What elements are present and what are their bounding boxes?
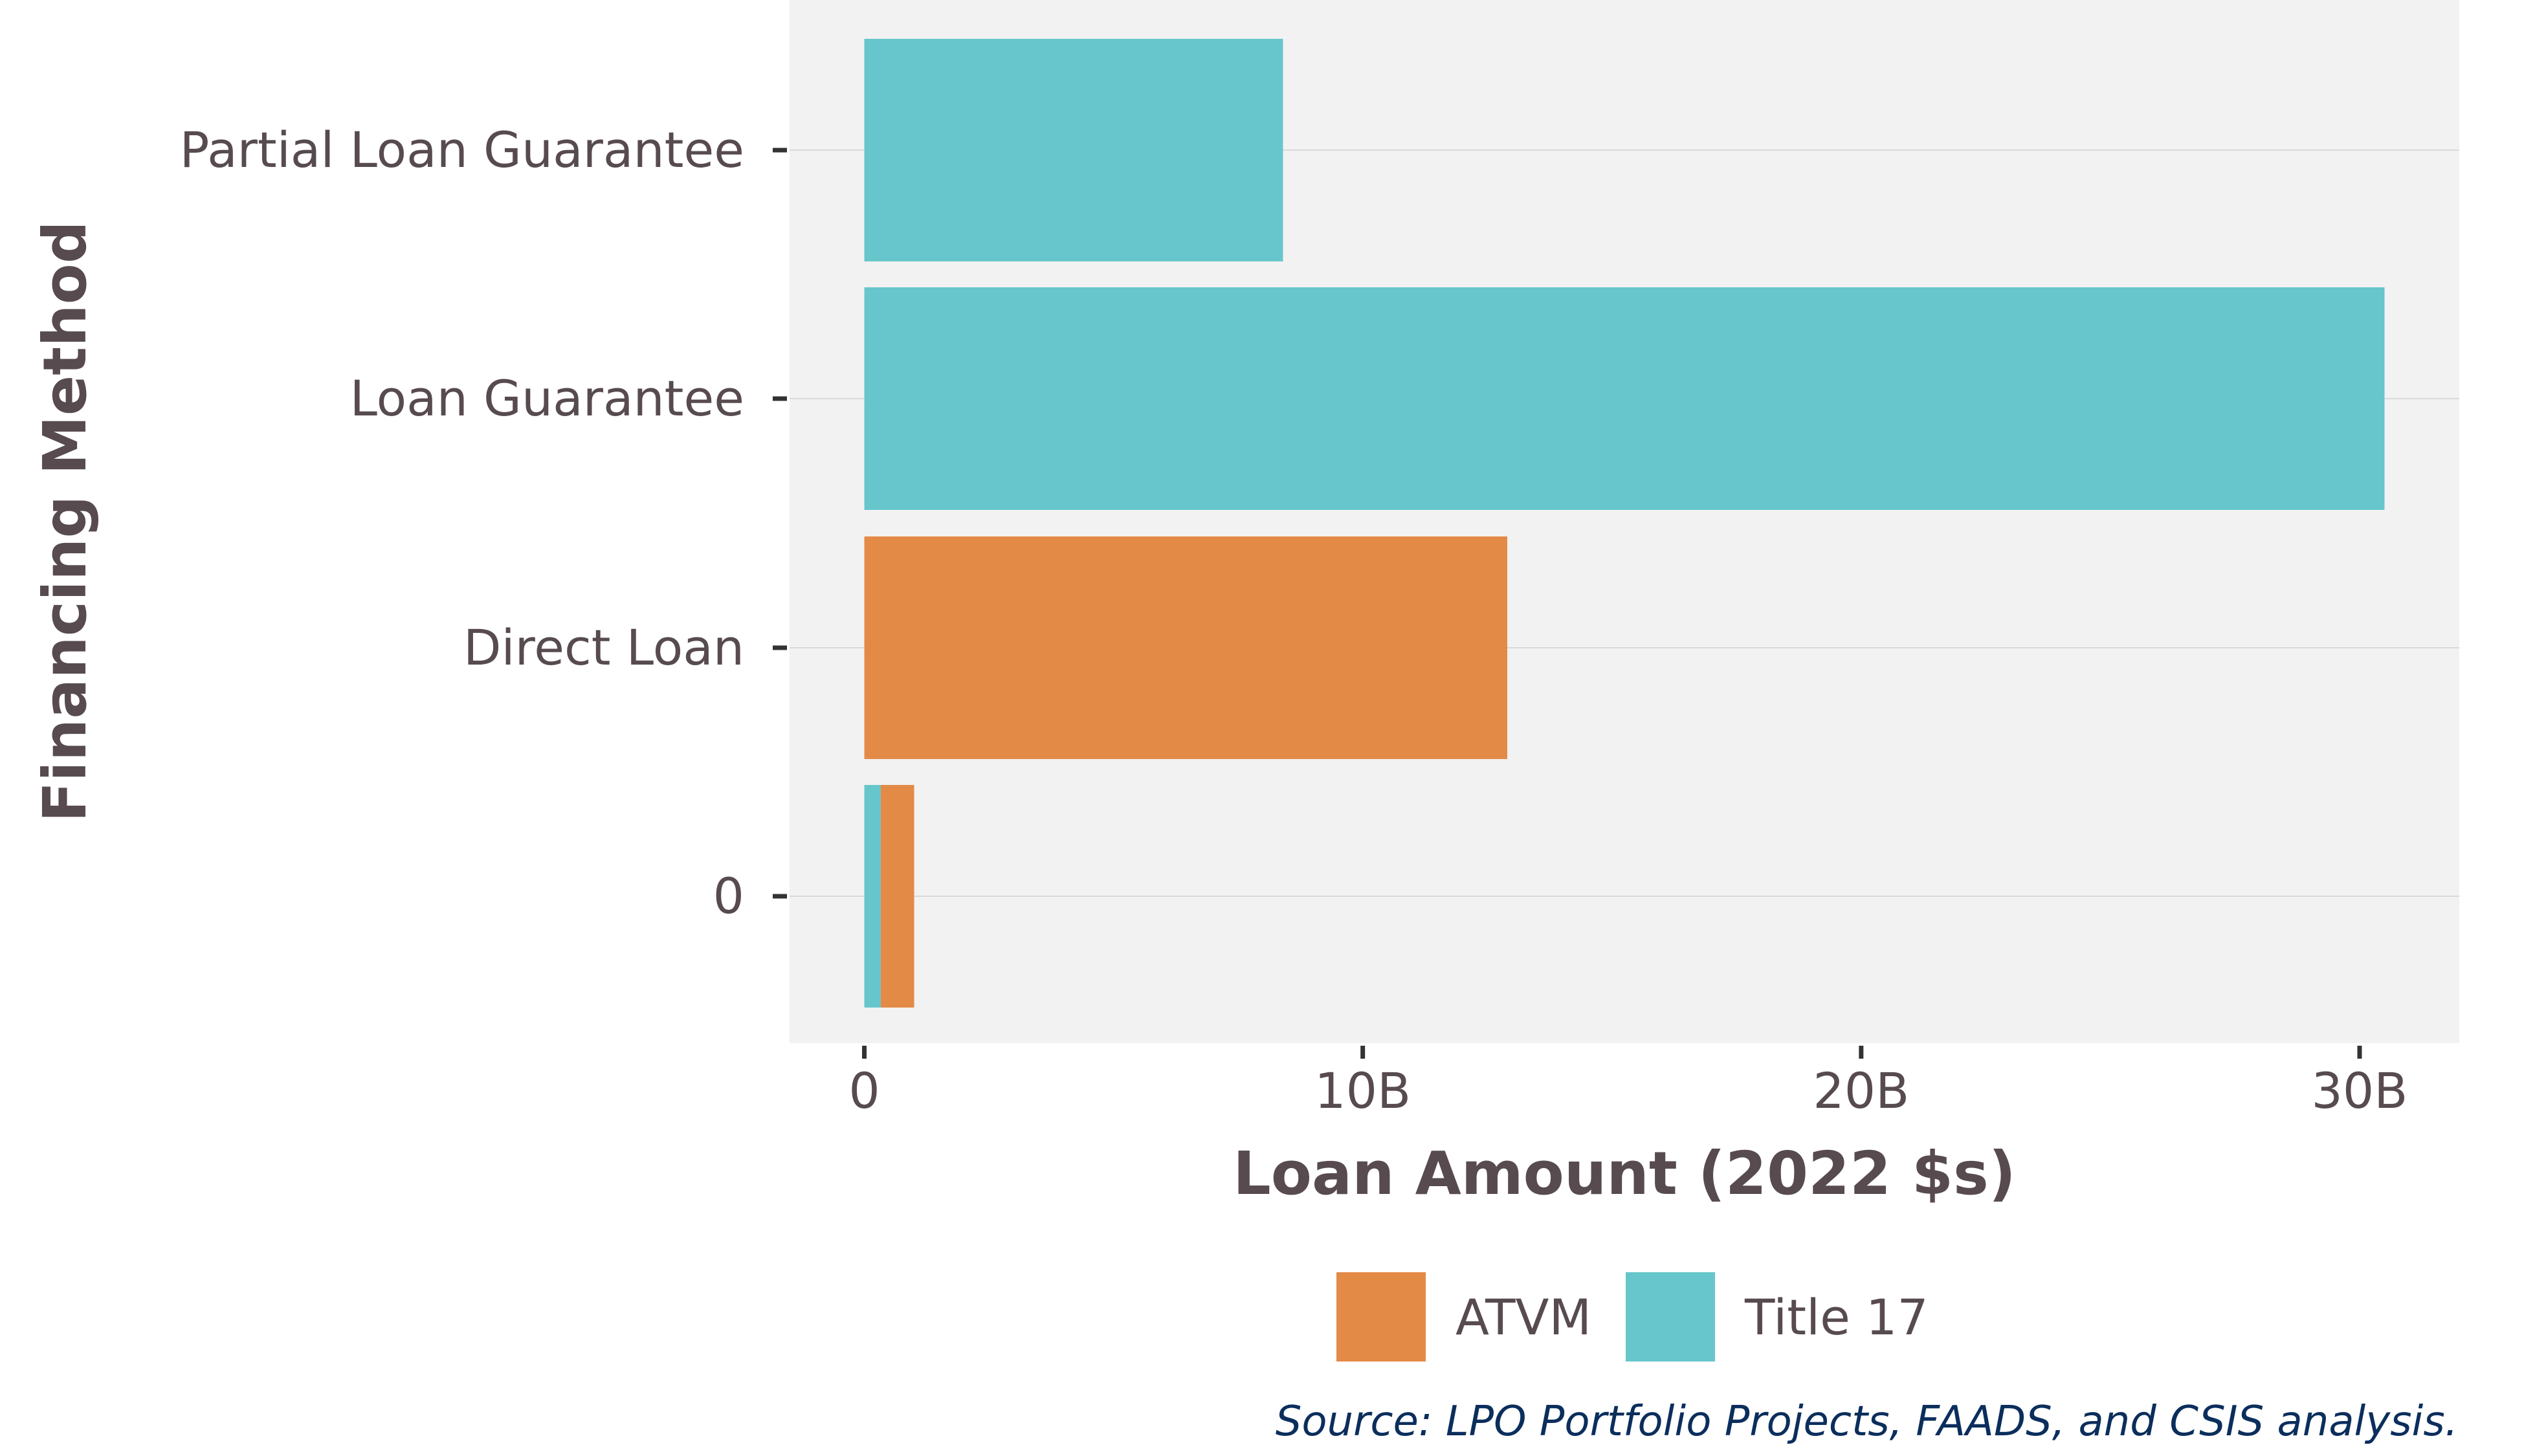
legend-swatch-title-17 bbox=[1626, 1272, 1715, 1362]
legend: ATVM Title 17 bbox=[1336, 1272, 1929, 1362]
bar-atvm-3 bbox=[880, 785, 914, 1008]
bars bbox=[864, 39, 2385, 1008]
legend-label-atvm: ATVM bbox=[1456, 1288, 1591, 1346]
x-tick-label-3: 30B bbox=[2312, 1062, 2408, 1120]
y-axis-title: Financing Method bbox=[30, 221, 100, 822]
y-tick-label-1: Loan Guarantee bbox=[350, 370, 744, 427]
y-axis: Partial Loan Guarantee Loan Guarantee Dire… bbox=[180, 121, 787, 925]
bar-atvm-2 bbox=[864, 536, 1508, 759]
x-tick-label-0: 0 bbox=[848, 1062, 880, 1120]
bar-title-17-3 bbox=[864, 785, 881, 1008]
source-note: Source: LPO Portfolio Projects, FAADS, a… bbox=[1276, 1398, 2458, 1446]
y-tick-label-0: Partial Loan Guarantee bbox=[180, 121, 744, 179]
x-axis: 0 10B 20B 30B bbox=[848, 1046, 2408, 1120]
x-tick-label-2: 20B bbox=[1813, 1062, 1909, 1120]
bar-title-17-0 bbox=[864, 39, 1283, 261]
x-tick-label-1: 10B bbox=[1314, 1062, 1411, 1120]
bar-title-17-1 bbox=[864, 287, 2385, 510]
y-tick-label-2: Direct Loan bbox=[463, 619, 744, 676]
y-tick-label-3: 0 bbox=[713, 867, 744, 925]
x-axis-title: Loan Amount (2022 $s) bbox=[1233, 1139, 2016, 1208]
legend-swatch-atvm bbox=[1336, 1272, 1426, 1362]
legend-label-title-17: Title 17 bbox=[1744, 1288, 1929, 1346]
